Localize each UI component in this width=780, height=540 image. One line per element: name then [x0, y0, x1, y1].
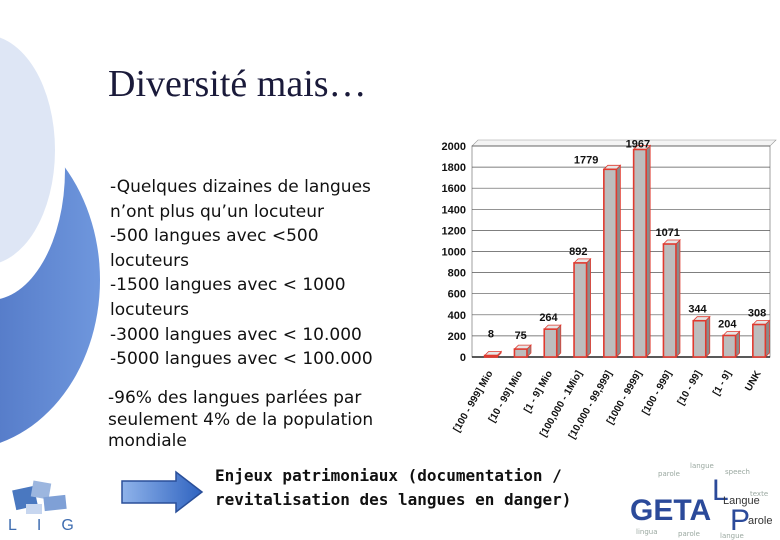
- bar: [603, 168, 618, 358]
- y-tick-label: 1200: [442, 225, 466, 237]
- population-note: -96% des langues parlées par seulement 4…: [108, 388, 373, 453]
- y-tick-label: 200: [448, 331, 466, 343]
- bar: [722, 334, 737, 358]
- y-tick-label: 800: [448, 268, 466, 280]
- data-label: 344: [688, 304, 707, 316]
- speakers-bar-chart: 0 200 400 600 800 1000 1200 1400 1600 1800 2000 8 [1…: [442, 138, 777, 441]
- bullet-line: locuteurs: [110, 250, 189, 271]
- y-tick-label: 0: [460, 352, 466, 364]
- y-tick-label: 2000: [442, 141, 466, 153]
- data-label: 75: [515, 330, 527, 342]
- geta-p-letter: P: [730, 504, 750, 537]
- bar: [632, 148, 647, 358]
- lig-logo-text: LIG: [8, 517, 94, 534]
- svg-text:parole: parole: [678, 530, 700, 538]
- y-tick-label: 1400: [442, 204, 466, 216]
- note-line: mondiale: [108, 431, 187, 451]
- svg-text:speech: speech: [725, 468, 750, 476]
- y-tick-label: 1600: [442, 183, 466, 195]
- bullet-line: -500 langues avec <500: [110, 226, 319, 247]
- geta-l-letter: L: [712, 474, 729, 507]
- y-tick-label: 400: [448, 310, 466, 322]
- slide-decoration: [0, 37, 100, 443]
- y-tick-label: 600: [448, 289, 466, 301]
- getalp-logo: parole langue speech texte lingua parole…: [630, 462, 772, 540]
- svg-text:texte: texte: [750, 490, 768, 498]
- x-tick-label: [100 - 999] Mio: [452, 369, 496, 434]
- data-label: 204: [718, 318, 737, 330]
- svg-text:lingua: lingua: [636, 528, 658, 536]
- bullet-list: -Quelques dizaines de langues n’ont plus…: [110, 175, 430, 372]
- bar: [692, 319, 707, 358]
- data-label: 264: [539, 312, 558, 324]
- bar: [752, 323, 767, 358]
- data-label: 1967: [626, 138, 650, 150]
- enjeux-line: revitalisation des langues en danger): [215, 490, 572, 509]
- right-arrow-icon: [121, 470, 204, 514]
- bullet-line: -5000 langues avec < 100.000: [110, 349, 373, 370]
- x-tick-label: [10 - 99]: [676, 369, 704, 407]
- chart-top-edge: [471, 139, 777, 147]
- bar: [573, 262, 588, 358]
- note-line: -96% des langues parlées par: [108, 388, 362, 408]
- x-tick-label: [1 - 9] Mio: [522, 369, 555, 415]
- y-tick-label: 1000: [442, 247, 466, 259]
- svg-text:langue: langue: [690, 462, 714, 470]
- bullet-line: -Quelques dizaines de langues: [110, 177, 371, 197]
- x-tick-label: [100 - 999]: [640, 369, 674, 417]
- x-tick-label: [1 - 9]: [711, 369, 734, 398]
- bullet-line: -3000 langues avec < 10.000: [110, 324, 362, 345]
- enjeux-text: Enjeux patrimoniaux (documentation / rev…: [215, 464, 571, 512]
- data-label: 308: [748, 308, 766, 320]
- svg-text:parole: parole: [658, 470, 680, 478]
- y-tick-label: 1800: [442, 162, 466, 174]
- bullet-line: locuteurs: [110, 299, 189, 320]
- data-label: 1071: [655, 227, 679, 239]
- bullet-line: n’ont plus qu’un locuteur: [110, 201, 325, 222]
- geta-parole-text: arole: [748, 515, 772, 527]
- bar: [543, 328, 558, 358]
- svg-text:langue: langue: [720, 532, 744, 540]
- x-tick-label: UNK: [743, 368, 764, 393]
- bar: [513, 348, 528, 358]
- data-label: 8: [488, 329, 494, 341]
- note-line: seulement 4% de la population: [108, 409, 374, 430]
- slide-title: Diversité mais…: [108, 63, 367, 105]
- bar: [483, 354, 498, 358]
- data-label: 1779: [574, 154, 598, 166]
- geta-langue-text: Langue: [723, 495, 760, 507]
- bar: [662, 243, 677, 358]
- lig-logo: [12, 480, 67, 514]
- geta-text: GETA: [630, 494, 711, 527]
- bullet-line: -1500 langues avec < 1000: [110, 275, 346, 296]
- enjeux-line: Enjeux patrimoniaux (documentation /: [215, 466, 562, 485]
- data-label: 892: [569, 246, 587, 258]
